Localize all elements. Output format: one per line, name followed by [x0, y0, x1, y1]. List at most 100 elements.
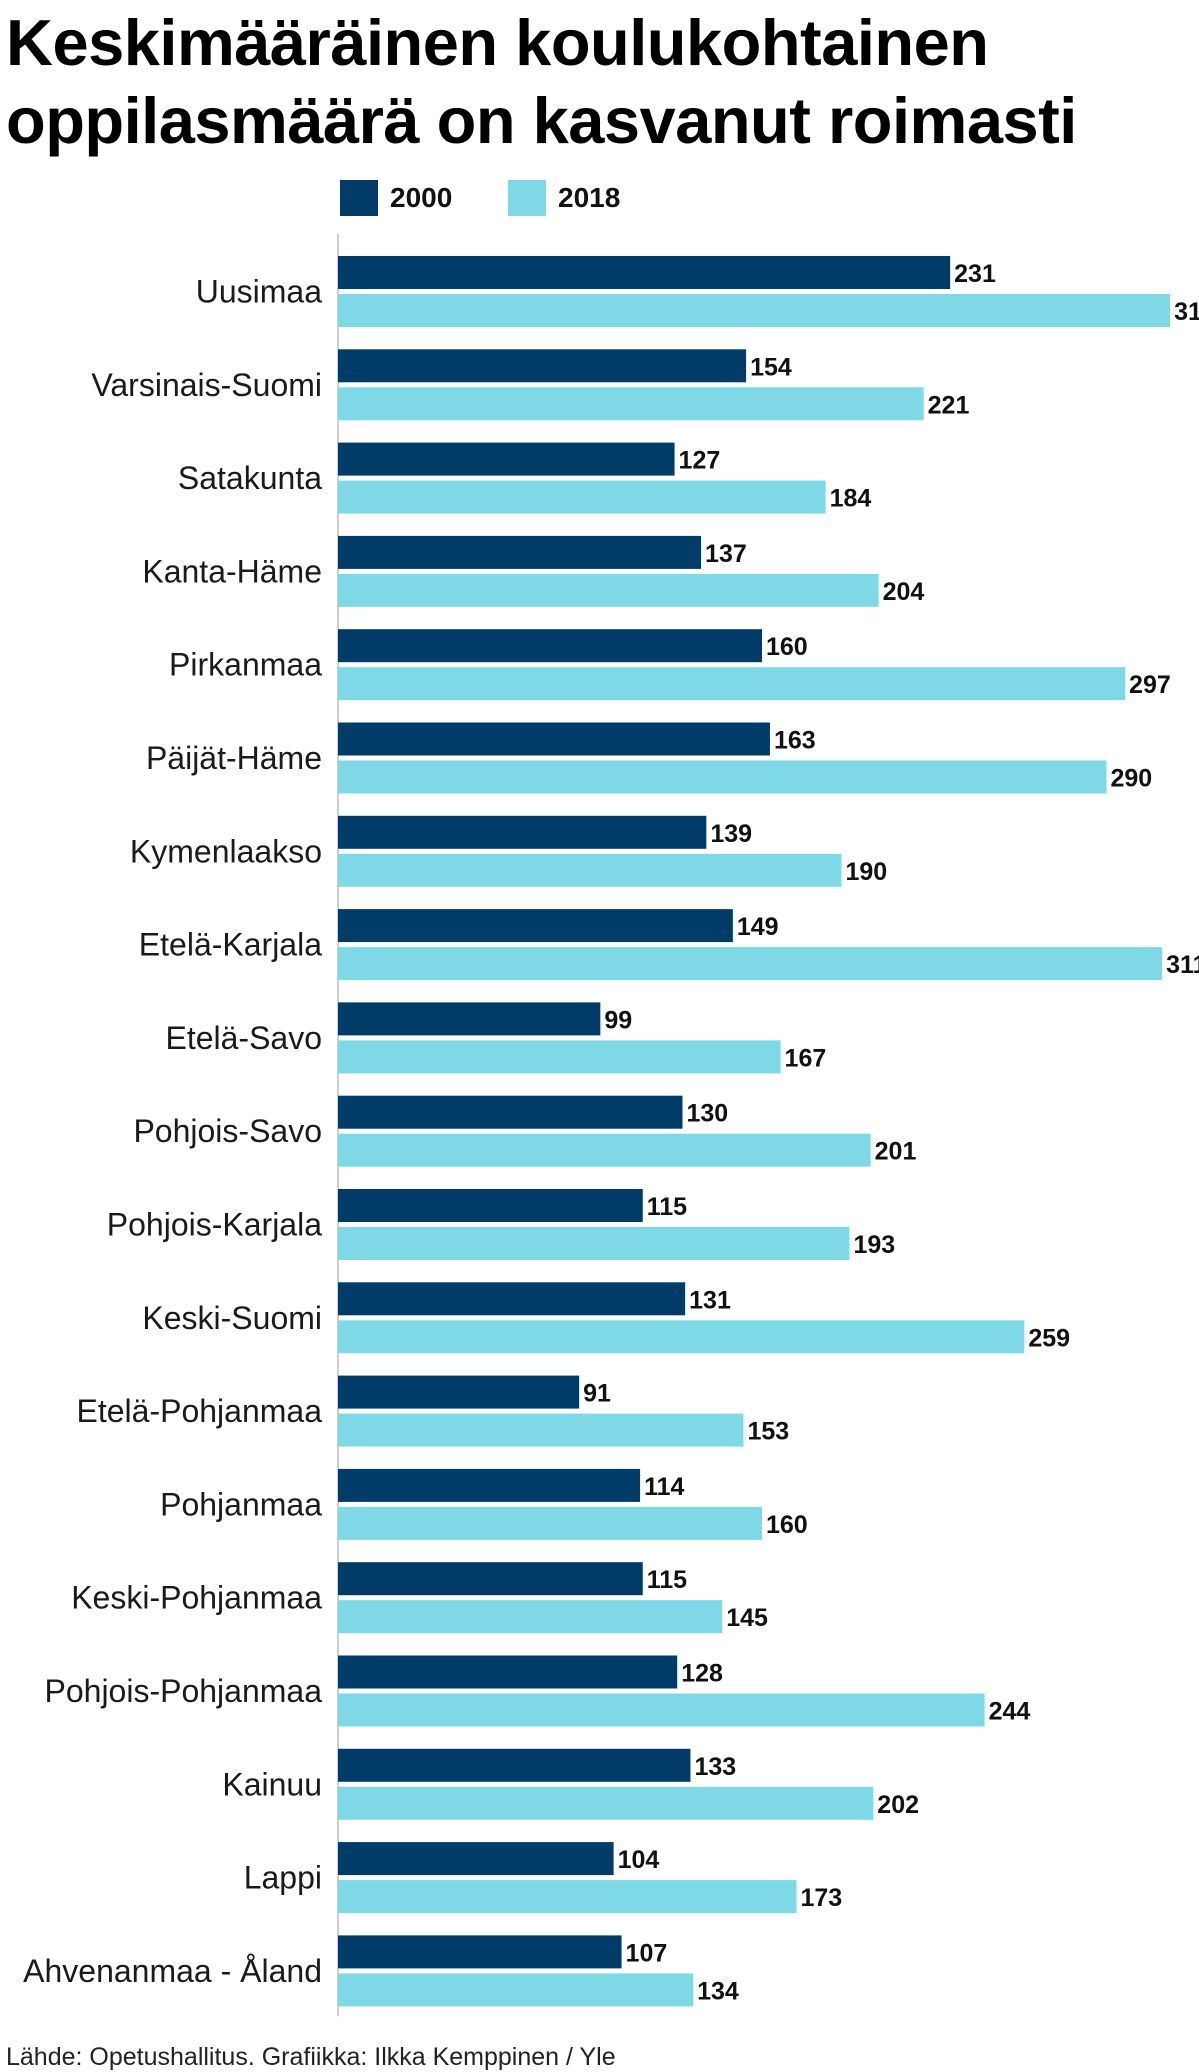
- value-label-2018: 201: [875, 1138, 917, 1166]
- bar-2018: [338, 1040, 781, 1074]
- value-label-2018: 314: [1174, 298, 1199, 326]
- value-label-2000: 163: [774, 727, 816, 755]
- value-label-2018: 193: [853, 1231, 895, 1259]
- value-label-2018: 190: [846, 858, 888, 886]
- value-label-2000: 139: [710, 820, 752, 848]
- value-label-2018: 311: [1166, 951, 1199, 979]
- value-label-2018: 290: [1111, 765, 1153, 793]
- category-label: Etelä-Pohjanmaa: [77, 1393, 323, 1429]
- bar-2000: [338, 442, 675, 476]
- category-label: Uusimaa: [196, 274, 322, 310]
- value-label-2000: 104: [618, 1846, 660, 1874]
- bar-2018: [338, 1693, 985, 1727]
- bar-2000: [338, 1002, 601, 1036]
- value-label-2018: 184: [830, 485, 872, 513]
- category-label: Kymenlaakso: [130, 833, 322, 869]
- value-label-2018: 153: [747, 1418, 789, 1446]
- legend-swatch-2000: [340, 180, 378, 216]
- value-label-2000: 115: [647, 1566, 687, 1594]
- category-label: Etelä-Karjala: [139, 927, 322, 963]
- bar-2018: [338, 1600, 723, 1634]
- value-label-2000: 114: [644, 1473, 684, 1501]
- bar-2018: [338, 294, 1171, 327]
- value-label-2000: 154: [750, 353, 792, 381]
- bar-2000: [338, 1935, 622, 1969]
- value-label-2000: 149: [737, 913, 779, 941]
- bar-2018: [338, 667, 1126, 701]
- category-label: Etelä-Savo: [165, 1020, 322, 1056]
- category-label: Pohjanmaa: [160, 1486, 322, 1522]
- category-label: Ahvenanmaa - Åland: [23, 1953, 322, 1989]
- bar-2000: [338, 1189, 643, 1222]
- bar-2018: [338, 947, 1163, 981]
- bar-2000: [338, 349, 747, 383]
- bar-2000: [338, 629, 762, 663]
- value-label-2000: 107: [626, 1939, 668, 1967]
- value-label-2000: 133: [694, 1753, 736, 1781]
- category-label: Lappi: [244, 1860, 322, 1896]
- bar-2018: [338, 1506, 762, 1540]
- value-label-2000: 137: [705, 540, 747, 568]
- bar-2018: [338, 480, 826, 514]
- category-label: Pohjois-Pohjanmaa: [45, 1673, 323, 1709]
- category-label: Pirkanmaa: [169, 647, 322, 683]
- value-label-2018: 167: [785, 1044, 827, 1072]
- value-label-2000: 160: [766, 633, 808, 661]
- category-label: Kainuu: [222, 1766, 322, 1802]
- bar-2000: [338, 1375, 580, 1409]
- value-label-2000: 115: [647, 1193, 687, 1221]
- category-label: Satakunta: [178, 460, 322, 496]
- bar-2018: [338, 1133, 871, 1167]
- bar-2018: [338, 1227, 850, 1260]
- value-label-2018: 244: [989, 1698, 1031, 1726]
- bar-2018: [338, 1973, 694, 2007]
- category-label: Kanta-Häme: [142, 553, 322, 589]
- bar-2018: [338, 853, 842, 887]
- value-label-2018: 173: [800, 1884, 842, 1912]
- bar-2000: [338, 815, 707, 849]
- value-label-2018: 134: [697, 1977, 739, 2005]
- source-credit: Lähde: Opetushallitus. Grafiikka: Ilkka …: [6, 2043, 616, 2071]
- category-label: Keski-Suomi: [142, 1300, 322, 1336]
- value-label-2000: 127: [679, 447, 721, 475]
- bar-chart: Uusimaa 231 314 Varsinais-Suomi 154 221 Sataku…: [23, 234, 1199, 2017]
- bar-2018: [338, 760, 1107, 794]
- bar-2000: [338, 256, 951, 289]
- category-label: Pohjois-Karjala: [107, 1207, 322, 1243]
- value-label-2000: 128: [681, 1660, 723, 1688]
- category-label: Päijät-Häme: [146, 740, 322, 776]
- bar-2000: [338, 1095, 683, 1129]
- value-label-2000: 99: [604, 1006, 632, 1034]
- bar-2000: [338, 1468, 641, 1502]
- value-label-2018: 145: [726, 1604, 768, 1632]
- value-label-2000: 231: [954, 260, 996, 288]
- bar-2018: [338, 1320, 1025, 1354]
- legend-swatch-2018: [508, 180, 546, 216]
- legend-label-2000: 2000: [390, 182, 453, 213]
- bar-2000: [338, 722, 770, 756]
- bar-2000: [338, 1748, 691, 1782]
- bar-2000: [338, 1282, 686, 1316]
- bar-2000: [338, 1655, 678, 1689]
- category-label: Keski-Pohjanmaa: [71, 1580, 322, 1616]
- bar-2018: [338, 573, 879, 607]
- category-label: Pohjois-Savo: [133, 1113, 322, 1149]
- bar-2000: [338, 909, 733, 943]
- bar-2000: [338, 1842, 614, 1876]
- bar-2018: [338, 387, 924, 421]
- value-label-2018: 204: [883, 578, 925, 606]
- value-label-2018: 297: [1129, 671, 1171, 699]
- bar-2018: [338, 1880, 797, 1914]
- legend-label-2018: 2018: [558, 182, 621, 213]
- value-label-2018: 160: [766, 1511, 808, 1539]
- value-label-2018: 221: [928, 391, 970, 419]
- value-label-2000: 91: [583, 1380, 611, 1408]
- value-label-2000: 131: [689, 1286, 731, 1314]
- bar-2000: [338, 535, 702, 569]
- chart-title: Keskimääräinen koulukohtainen oppilasmää…: [6, 6, 1077, 157]
- bar-2018: [338, 1786, 874, 1820]
- value-label-2018: 259: [1028, 1324, 1070, 1352]
- bar-2018: [338, 1413, 744, 1447]
- value-label-2018: 202: [877, 1791, 919, 1819]
- value-label-2000: 130: [687, 1100, 729, 1128]
